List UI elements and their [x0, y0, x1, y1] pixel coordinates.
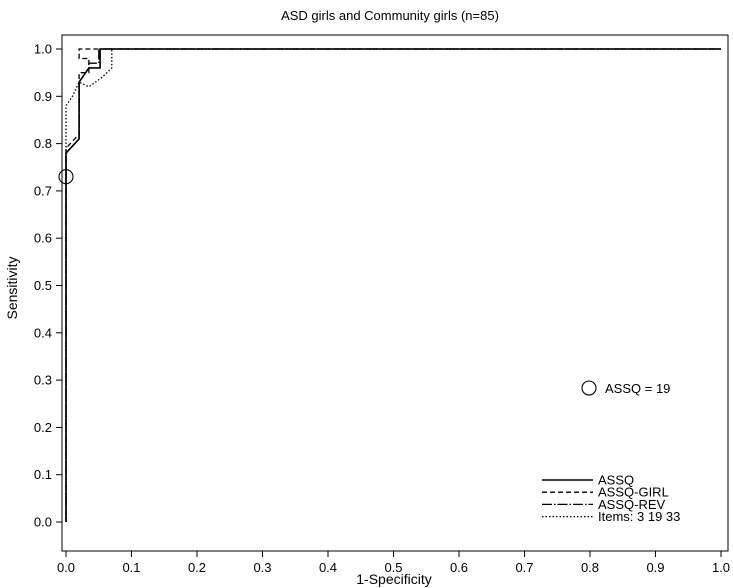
y-tick-label: 0.4 [34, 325, 52, 340]
y-tick-label: 0.3 [34, 373, 52, 388]
x-tick-label: 1.0 [712, 560, 730, 575]
y-tick-label: 0.7 [34, 183, 52, 198]
y-tick-label: 1.0 [34, 42, 52, 57]
y-tick-label: 0.0 [34, 515, 52, 530]
series-layer [65, 48, 721, 522]
series-line-assq-girl [65, 48, 721, 522]
annotation-label: ASSQ = 19 [605, 381, 670, 396]
x-tick-label: 0.4 [319, 560, 337, 575]
x-tick-label: 0.1 [122, 560, 140, 575]
y-tick-label: 0.8 [34, 136, 52, 151]
y-axis: 0.0 0.1 0.2 0.3 0.4 0.5 0.6 0.7 0.8 0.9 1.0 [34, 42, 62, 530]
y-tick-label: 0.2 [34, 420, 52, 435]
x-tick-label: 0.8 [581, 560, 599, 575]
x-tick-label: 0.5 [384, 560, 402, 575]
y-tick-label: 0.1 [34, 467, 52, 482]
plot-frame [61, 34, 729, 552]
annotation-marker [58, 169, 74, 185]
x-tick-label: 0.9 [646, 560, 664, 575]
x-axis: 0.0 0.1 0.2 0.3 0.4 0.5 0.6 0.7 0.8 0.9 1.0 [57, 551, 730, 575]
annotation-layer: ASSQ = 19 [58, 169, 670, 396]
series-line-assq-rev [65, 48, 721, 522]
x-tick-label: 0.2 [188, 560, 206, 575]
y-tick-label: 0.9 [34, 89, 52, 104]
x-tick-label: 0.7 [515, 560, 533, 575]
annotation-key-marker [581, 380, 597, 396]
y-axis-title: Sensitivity [4, 256, 20, 319]
x-tick-label: 0.0 [57, 560, 75, 575]
x-tick-label: 0.6 [450, 560, 468, 575]
legend-label: ASSQ-GIRL [598, 485, 669, 500]
legend-label: ASSQ [598, 473, 634, 488]
legend-label: ASSQ-REV [598, 497, 666, 512]
x-axis-title: 1-Specificity [356, 571, 431, 587]
y-tick-label: 0.6 [34, 231, 52, 246]
series-line-items-3-19-33 [65, 48, 721, 522]
series-line-assq [65, 48, 721, 522]
legend-label: Items: 3 19 33 [598, 509, 680, 524]
y-tick-label: 0.5 [34, 278, 52, 293]
chart-title: ASD girls and Community girls (n=85) [281, 8, 499, 23]
x-tick-label: 0.3 [253, 560, 271, 575]
